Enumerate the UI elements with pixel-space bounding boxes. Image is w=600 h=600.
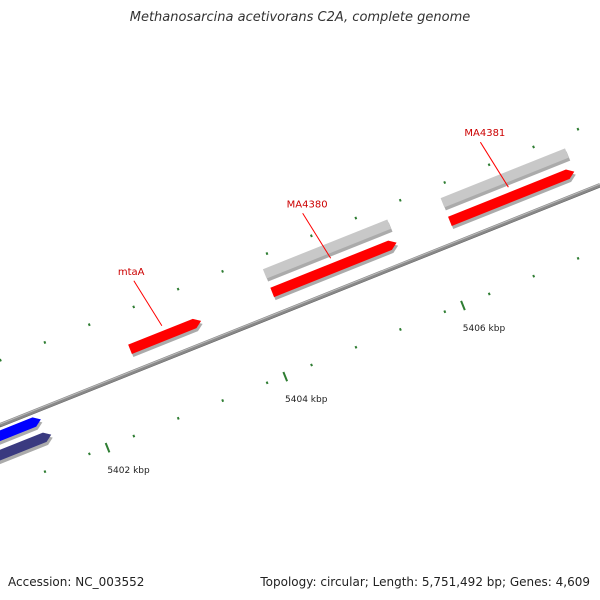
scale-tick bbox=[176, 416, 180, 420]
gene-label[interactable]: MA4381 bbox=[464, 128, 505, 139]
scale-tick bbox=[88, 452, 91, 456]
scale-tick bbox=[43, 470, 47, 474]
scale-tick bbox=[265, 252, 269, 256]
scale-tick bbox=[176, 287, 180, 291]
scale-tick bbox=[309, 234, 313, 238]
scale-major-tick bbox=[460, 300, 466, 311]
gene-features[interactable] bbox=[0, 0, 600, 466]
scale-label: 5402 kbp bbox=[107, 466, 150, 476]
edge-gene-left[interactable] bbox=[0, 417, 43, 449]
scale-tick bbox=[132, 434, 136, 438]
scale-tick bbox=[221, 399, 225, 403]
scale-label: 5404 kbp bbox=[285, 395, 328, 405]
gene-label[interactable]: MA4380 bbox=[287, 199, 328, 210]
scale-tick bbox=[310, 363, 313, 367]
scale-tick bbox=[576, 256, 580, 260]
rna-feature[interactable] bbox=[440, 148, 571, 211]
genome-backbone bbox=[0, 183, 600, 428]
scale-tick bbox=[487, 163, 491, 167]
scale-tick bbox=[398, 327, 402, 331]
scale-tick bbox=[221, 269, 224, 273]
scale-major-tick bbox=[282, 371, 289, 382]
rna-feature[interactable] bbox=[262, 219, 393, 282]
edge-gene-left-dark[interactable] bbox=[0, 432, 53, 466]
scale-tick bbox=[265, 381, 269, 385]
gene-ma4380[interactable] bbox=[270, 240, 399, 301]
gene-labels[interactable]: mtaAMA4380MA4381MA4382MA4383MA4384MA4385 bbox=[118, 0, 600, 327]
scale-tick bbox=[0, 358, 2, 362]
leader-line bbox=[302, 213, 332, 259]
scale-tick bbox=[354, 345, 358, 349]
scale-tick bbox=[576, 127, 580, 131]
scale-label: 5406 kbp bbox=[463, 324, 506, 334]
scale-tick bbox=[354, 216, 358, 220]
leader-line bbox=[479, 141, 509, 188]
scale-tick bbox=[532, 274, 536, 278]
map-title: Methanosarcina acetivorans C2A, complete… bbox=[129, 10, 471, 25]
scale-tick bbox=[443, 180, 447, 185]
scale-tick bbox=[398, 198, 402, 202]
gene-ma4381[interactable] bbox=[448, 169, 576, 229]
scale-tick bbox=[43, 340, 47, 344]
scale-major-tick bbox=[104, 442, 111, 453]
accession-label: Accession: NC_003552 bbox=[8, 575, 145, 589]
scale-tick bbox=[132, 305, 136, 309]
leader-line bbox=[133, 280, 163, 327]
topology-label: Topology: circular; Length: 5,751,492 bp… bbox=[260, 575, 590, 589]
scale-tick bbox=[487, 292, 491, 296]
scale-tick bbox=[532, 145, 535, 149]
gene-mtaa[interactable] bbox=[128, 318, 203, 357]
scale-tick bbox=[87, 323, 91, 327]
gene-label[interactable]: mtaA bbox=[118, 267, 145, 278]
scale-tick bbox=[443, 310, 447, 314]
